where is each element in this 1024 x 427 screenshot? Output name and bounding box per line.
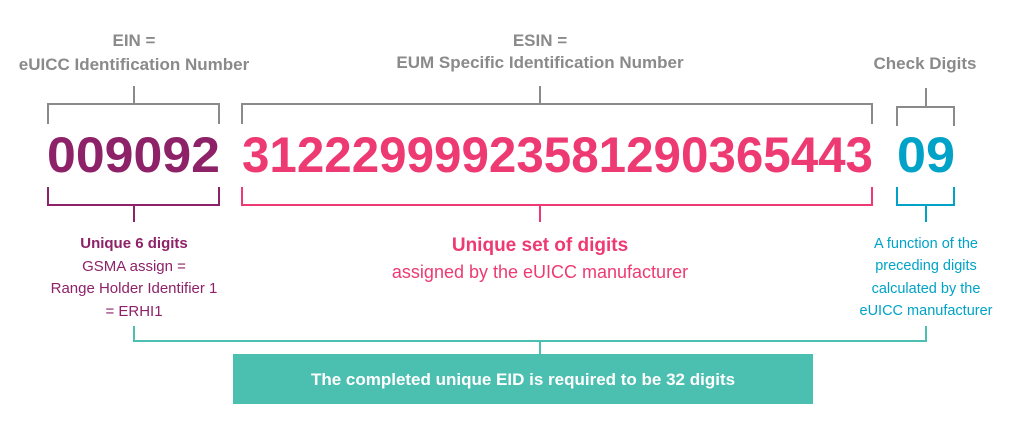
esin-top-bracket (241, 86, 873, 124)
esin-header-line1: ESIN = (513, 31, 567, 50)
check-top-bracket (896, 88, 955, 126)
ein-desc-title: Unique 6 digits (80, 235, 188, 252)
esin-digits: 31222999923581290365443 (242, 127, 873, 183)
check-desc-line: preceding digits (875, 258, 977, 274)
ein-desc-line: = ERHI1 (105, 303, 162, 320)
ein-header-line1: EIN = (113, 31, 156, 50)
check-desc-line: calculated by the (872, 281, 981, 297)
ein-top-bracket (47, 86, 220, 124)
esin-desc-title: Unique set of digits (452, 235, 628, 256)
summary-box (233, 354, 813, 404)
check-desc-line: A function of the (874, 236, 978, 252)
check-digits: 09 (897, 127, 955, 183)
esin-bottom-bracket (241, 187, 873, 222)
ein-bottom-bracket (47, 187, 220, 222)
ein-desc-line: GSMA assign = (82, 258, 186, 275)
check-header: Check Digits (874, 54, 977, 73)
esin-desc-line: assigned by the eUICC manufacturer (392, 262, 688, 282)
esin-header-line2: EUM Specific Identification Number (396, 53, 684, 72)
check-desc-line: eUICC manufacturer (860, 303, 993, 319)
total-bracket (133, 326, 927, 354)
ein-digits: 009092 (47, 127, 220, 183)
summary-text: The completed unique EID is required to … (311, 370, 735, 389)
check-bottom-bracket (896, 187, 955, 222)
ein-header-line2: eUICC Identification Number (19, 55, 250, 74)
ein-desc-line: Range Holder Identifier 1 (51, 280, 218, 297)
